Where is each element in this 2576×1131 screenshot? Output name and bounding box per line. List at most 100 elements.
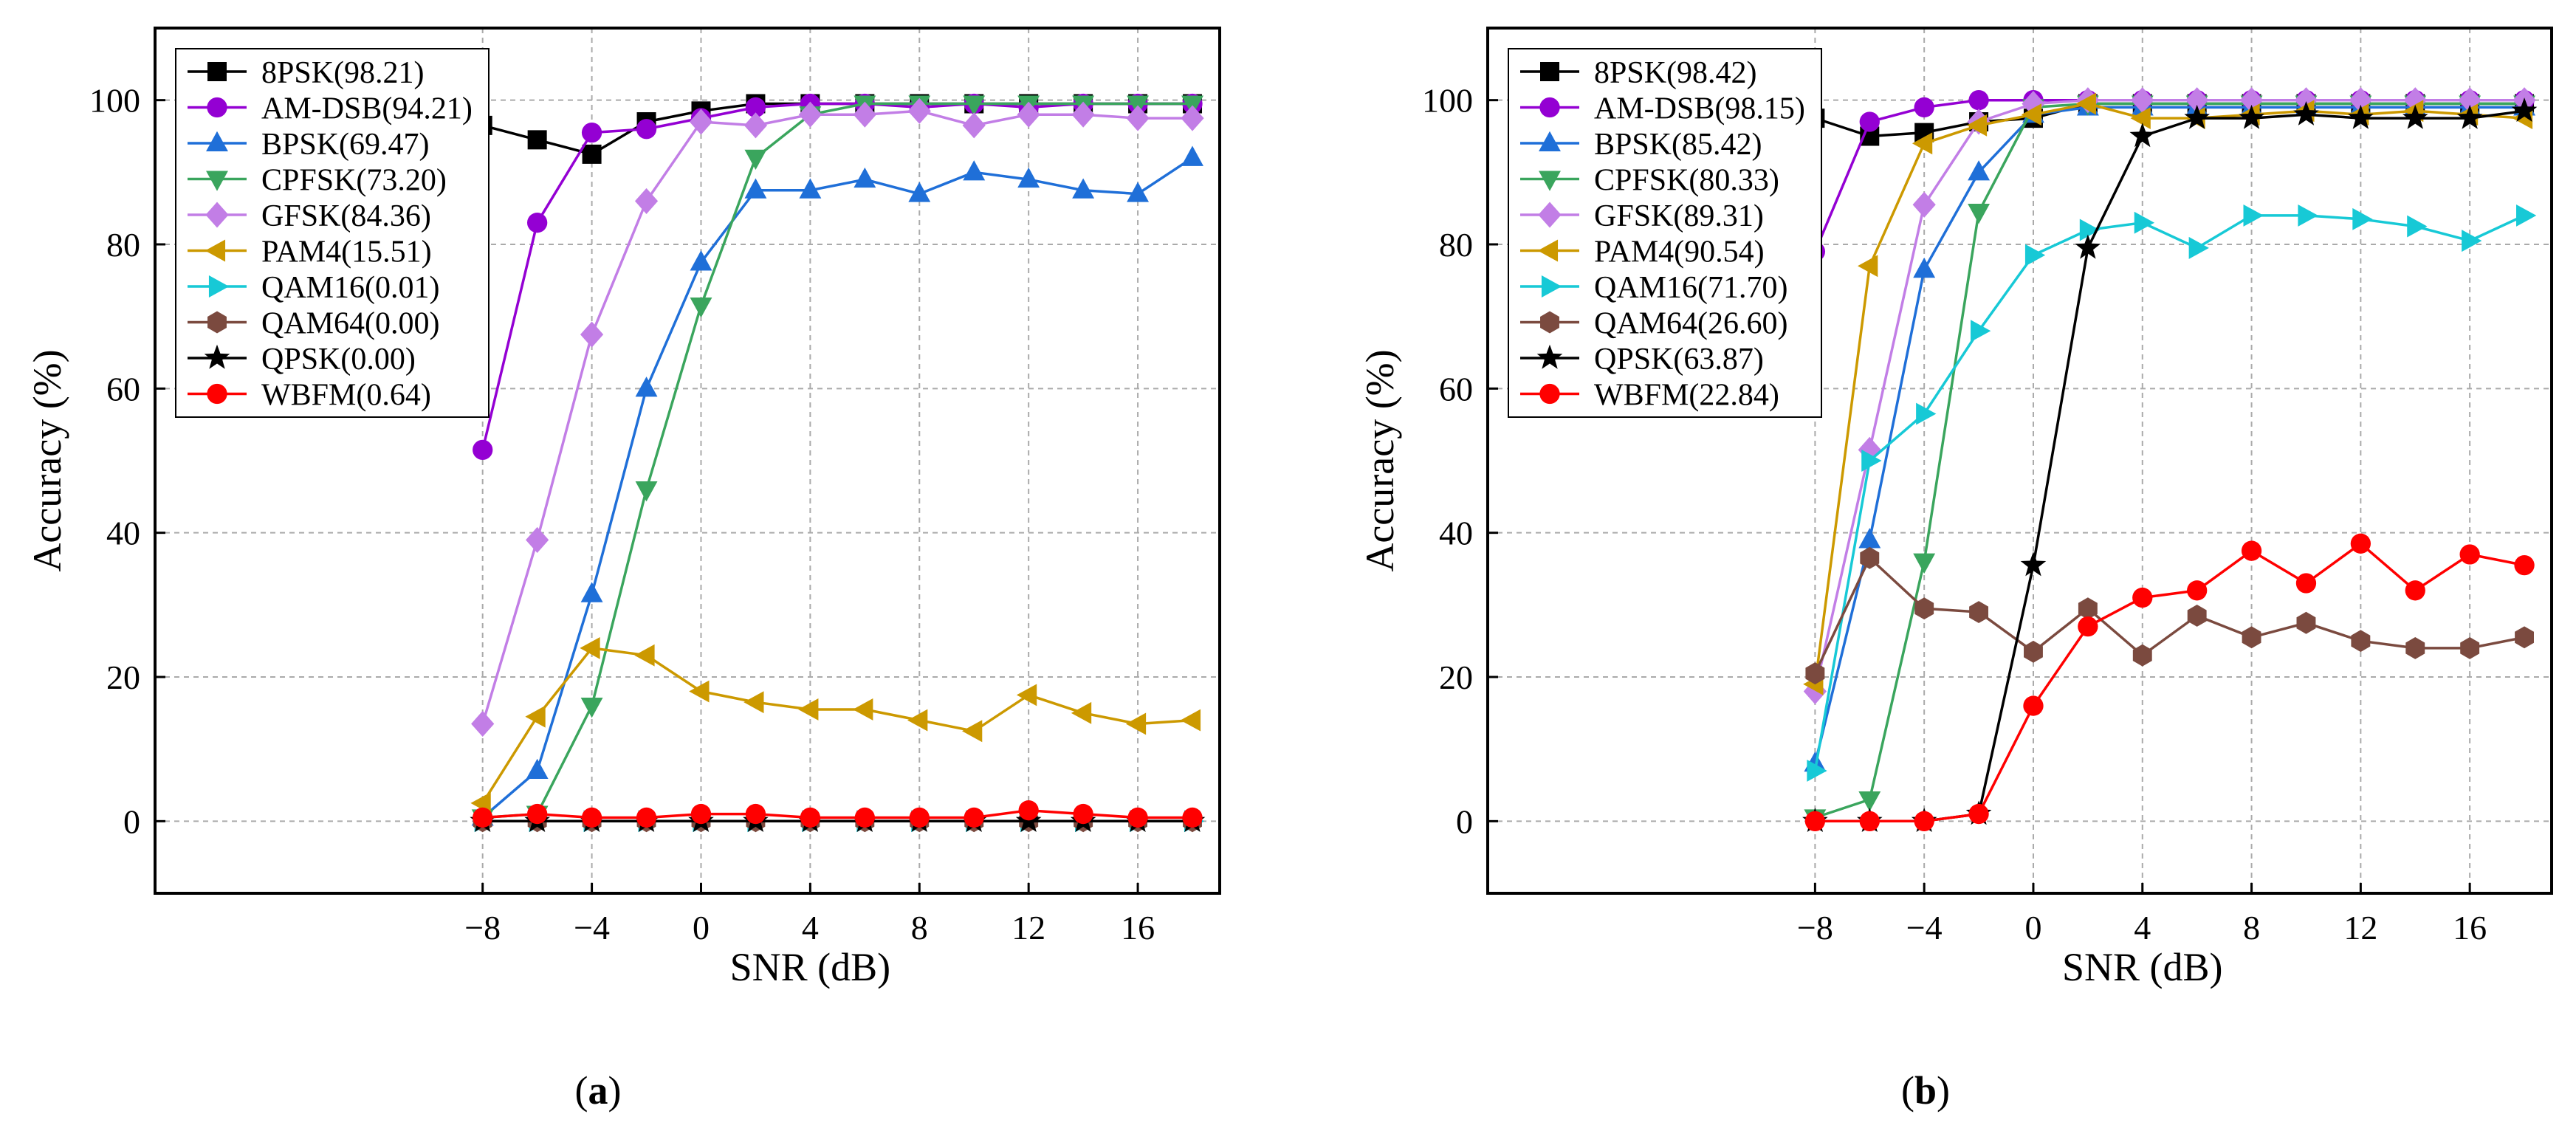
data-point	[690, 250, 712, 271]
data-point	[2078, 597, 2098, 620]
legend-marker	[1540, 311, 1559, 334]
data-point	[2405, 580, 2425, 601]
x-tick-label: 16	[1121, 909, 1155, 946]
data-point	[798, 698, 819, 721]
legend-label: WBFM(22.84)	[1594, 379, 1779, 413]
data-point	[1858, 791, 1881, 812]
data-point	[1966, 114, 1988, 137]
data-point	[636, 119, 657, 140]
data-point	[2020, 551, 2047, 577]
series-wbfm	[1804, 533, 2535, 831]
data-point	[1181, 145, 1203, 166]
legend-label: QAM16(71.70)	[1594, 271, 1787, 305]
x-tick-label: 4	[2134, 909, 2151, 946]
data-point	[1914, 97, 1934, 118]
y-tick-label: 80	[1439, 226, 1473, 264]
series-line	[1813, 214, 2525, 771]
data-point	[690, 297, 712, 318]
legend-marker	[1539, 171, 1561, 191]
data-point	[1071, 701, 1092, 724]
data-point	[1969, 601, 1989, 624]
data-point	[580, 321, 604, 348]
data-point	[2129, 123, 2156, 148]
y-tick-label: 100	[1422, 82, 1473, 120]
data-point	[963, 160, 986, 181]
series-line	[481, 647, 1193, 804]
data-point	[1807, 760, 1827, 782]
data-point	[1913, 257, 1936, 278]
data-point	[2516, 204, 2537, 227]
data-point	[1071, 101, 1095, 128]
data-point	[2295, 573, 2317, 594]
data-point	[907, 709, 928, 732]
x-axis-label: SNR (dB)	[2062, 945, 2223, 989]
data-point	[2024, 640, 2043, 663]
data-point	[2243, 204, 2264, 227]
series-qam16	[1807, 204, 2537, 782]
data-point	[908, 182, 931, 202]
data-point	[1805, 662, 1825, 685]
data-point	[2188, 236, 2209, 259]
legend-box	[175, 48, 490, 418]
legend-label: QPSK(0.00)	[261, 343, 416, 377]
legend-label: AM-DSB(98.15)	[1594, 92, 1805, 126]
data-point	[1968, 204, 1991, 224]
data-point	[2023, 695, 2044, 716]
data-point	[2296, 611, 2316, 634]
data-point	[2239, 104, 2264, 129]
legend-label: GFSK(89.31)	[1594, 199, 1764, 233]
data-point	[635, 481, 658, 502]
data-point	[799, 178, 822, 199]
y-tick-label: 100	[89, 82, 140, 120]
data-point	[1858, 255, 1878, 278]
y-axis-label: Accuracy (%)	[25, 349, 69, 571]
legend-marker	[207, 62, 227, 81]
legend-label: 8PSK(98.21)	[261, 56, 425, 90]
legend-marker	[206, 171, 228, 191]
data-point	[690, 803, 712, 825]
data-point	[471, 710, 495, 738]
series-bpsk	[1804, 95, 2536, 772]
panel-label: (b)	[1901, 1068, 1950, 1113]
data-point	[1125, 712, 1147, 735]
data-point	[2405, 636, 2425, 659]
data-point	[1914, 597, 1934, 620]
data-point	[2407, 215, 2428, 238]
data-point	[853, 101, 876, 128]
y-tick-label: 60	[1439, 370, 1473, 408]
panel-label: (a)	[575, 1068, 622, 1113]
data-point	[636, 807, 657, 828]
legend-marker	[208, 275, 230, 298]
legend-marker	[207, 383, 227, 405]
series-bpsk	[471, 145, 1203, 826]
y-tick-label: 0	[1456, 802, 1473, 840]
data-point	[1914, 811, 1934, 831]
data-point	[962, 112, 986, 139]
data-point	[1127, 807, 1148, 828]
data-point	[2187, 605, 2207, 627]
data-point	[798, 101, 822, 128]
data-point	[1916, 402, 1937, 425]
data-point	[1860, 546, 1880, 569]
legend-marker	[207, 97, 227, 118]
legend-marker	[205, 202, 229, 228]
legend-label: QAM16(0.01)	[261, 271, 439, 305]
data-point	[526, 758, 549, 780]
data-point	[2293, 101, 2319, 126]
data-point	[581, 807, 602, 828]
data-point	[2130, 107, 2151, 130]
data-point	[1017, 167, 1040, 188]
legend-label: 8PSK(98.42)	[1594, 56, 1757, 90]
data-point	[800, 807, 821, 828]
data-point	[2350, 533, 2371, 554]
y-tick-label: 60	[106, 370, 140, 408]
data-point	[526, 526, 549, 553]
series-qpsk	[1802, 97, 2538, 833]
data-point	[580, 698, 603, 718]
x-tick-label: −8	[464, 909, 501, 946]
legend-label: CPFSK(73.20)	[261, 164, 447, 198]
data-point	[963, 95, 986, 116]
legend-marker	[1539, 97, 1560, 118]
x-tick-label: −8	[1797, 909, 1833, 946]
